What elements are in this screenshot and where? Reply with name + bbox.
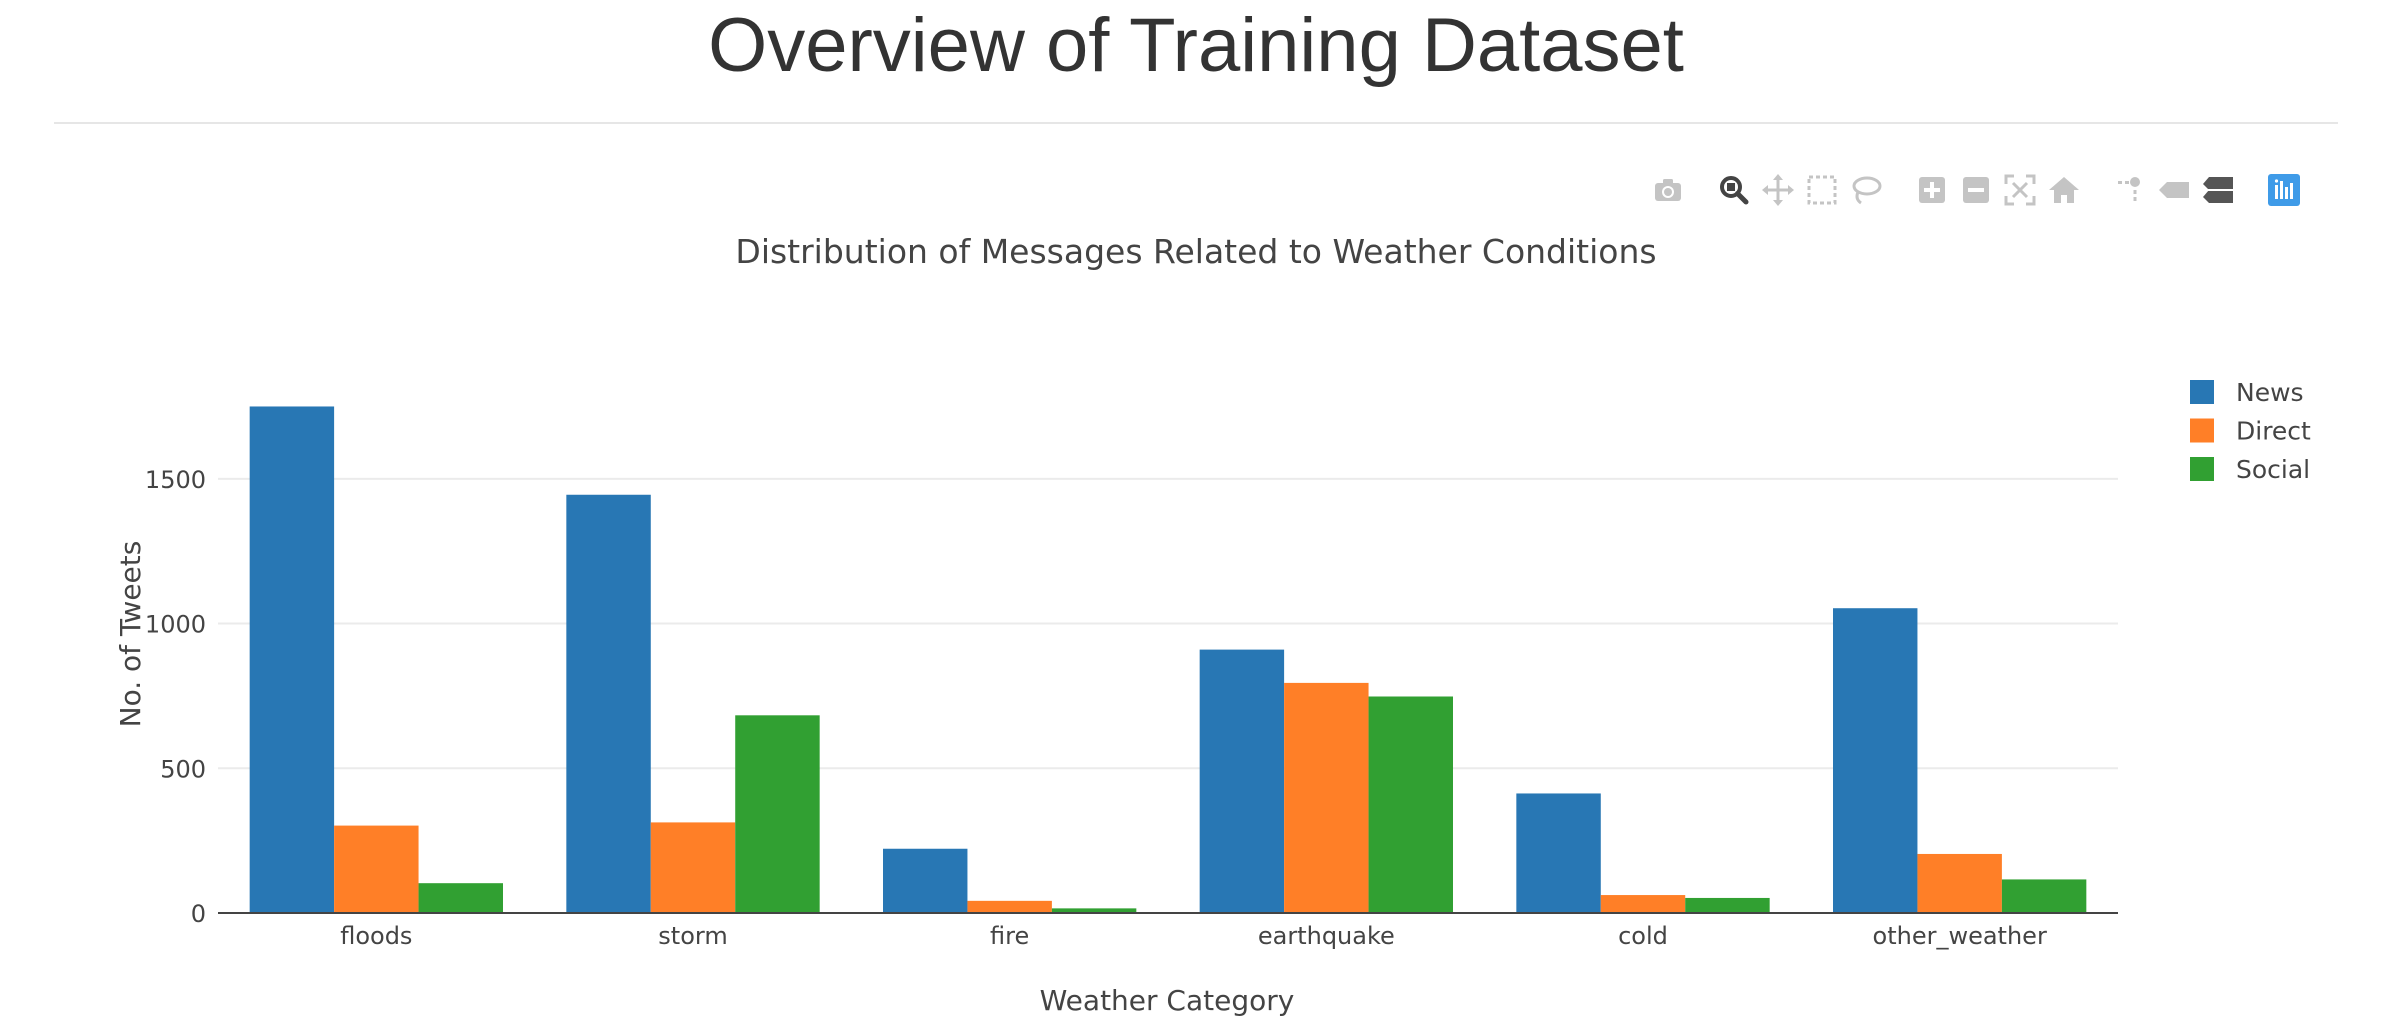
bar-social-storm[interactable] — [735, 715, 820, 913]
bar-direct-storm[interactable] — [650, 822, 736, 913]
lasso-select-icon — [1852, 176, 1882, 205]
hover-compare-icon — [2203, 177, 2233, 203]
bar-social-floods[interactable] — [418, 883, 503, 913]
box-select-button[interactable] — [1800, 168, 1844, 212]
zoom-in-button[interactable] — [1910, 168, 1954, 212]
bar-chart: Distribution of Messages Related to Weat… — [114, 232, 2311, 1017]
lasso-select-button[interactable] — [1844, 168, 1888, 212]
x-tick-label: other_weather — [1873, 922, 2047, 950]
header-divider — [54, 122, 2338, 124]
plotly-logo-button[interactable] — [2262, 168, 2306, 212]
y-axis-ticks: 0 500 1000 1500 — [145, 466, 206, 928]
legend-item-social[interactable]: Social — [2190, 455, 2310, 484]
legend-item-direct[interactable]: Direct — [2190, 417, 2311, 446]
bar-social-other_weather[interactable] — [2001, 879, 2087, 913]
y-tick-label: 500 — [160, 755, 206, 783]
legend-label: Social — [2236, 455, 2310, 484]
gridlines — [218, 477, 2118, 770]
hover-closest-icon — [2159, 182, 2189, 198]
bar-social-fire[interactable] — [1051, 908, 1137, 913]
hover-compare-button[interactable] — [2196, 168, 2240, 212]
reset-axes-icon — [2049, 177, 2079, 203]
pan-button[interactable] — [1756, 168, 1800, 212]
x-tick-label: cold — [1618, 922, 1668, 950]
plot-modebar — [1646, 168, 2306, 212]
bar-direct-other_weather[interactable] — [1917, 853, 2002, 913]
zoom-out-icon — [1963, 177, 1989, 203]
autoscale-icon — [2004, 174, 2036, 206]
x-tick-label: floods — [340, 922, 412, 950]
bars — [249, 406, 2087, 913]
autoscale-button[interactable] — [1998, 168, 2042, 212]
bar-direct-floods[interactable] — [334, 825, 419, 913]
hover-closest-button[interactable] — [2152, 168, 2196, 212]
bar-news-other_weather[interactable] — [1833, 608, 1918, 913]
bar-news-storm[interactable] — [566, 494, 651, 913]
zoom-out-button[interactable] — [1954, 168, 1998, 212]
x-axis-label: Weather Category — [1040, 984, 1295, 1017]
legend-swatch — [2190, 380, 2214, 404]
y-tick-label: 1500 — [145, 466, 206, 494]
spike-lines-button[interactable] — [2108, 168, 2152, 212]
y-axis-label: No. of Tweets — [114, 541, 147, 728]
page-title: Overview of Training Dataset — [708, 3, 1684, 88]
box-select-icon — [1807, 175, 1837, 205]
bar-news-cold[interactable] — [1516, 793, 1601, 913]
x-axis-ticks: floods storm fire earthquake cold other_weath… — [340, 922, 2047, 950]
legend-swatch — [2190, 457, 2214, 481]
x-tick-label: earthquake — [1258, 922, 1395, 950]
bar-direct-fire[interactable] — [967, 900, 1052, 913]
chart-title: Distribution of Messages Related to Weat… — [735, 232, 1656, 271]
y-tick-label: 0 — [191, 900, 206, 928]
reset-axes-button[interactable] — [2042, 168, 2086, 212]
bar-direct-earthquake[interactable] — [1284, 682, 1369, 913]
bar-social-cold[interactable] — [1685, 897, 1770, 913]
legend-item-news[interactable]: News — [2190, 378, 2304, 407]
zoom-in-icon — [1919, 177, 1945, 203]
plotly-logo-icon — [2268, 174, 2300, 206]
pan-icon — [1762, 174, 1794, 206]
bar-news-floods[interactable] — [249, 406, 335, 913]
bar-social-earthquake[interactable] — [1368, 696, 1453, 913]
camera-icon — [1655, 179, 1681, 201]
legend: News Direct Social — [2190, 378, 2311, 484]
x-tick-label: storm — [658, 922, 727, 950]
bar-direct-cold[interactable] — [1600, 895, 1686, 913]
legend-label: Direct — [2236, 417, 2311, 446]
bar-news-earthquake[interactable] — [1199, 649, 1285, 913]
y-tick-label: 1000 — [145, 611, 206, 639]
spike-lines-icon — [2118, 177, 2140, 201]
x-tick-label: fire — [990, 922, 1029, 950]
camera-button[interactable] — [1646, 168, 1690, 212]
zoom-button[interactable] — [1712, 168, 1756, 212]
zoom-icon — [1720, 176, 1749, 205]
legend-swatch — [2190, 418, 2214, 443]
bar-news-fire[interactable] — [883, 848, 968, 913]
legend-label: News — [2236, 378, 2304, 407]
